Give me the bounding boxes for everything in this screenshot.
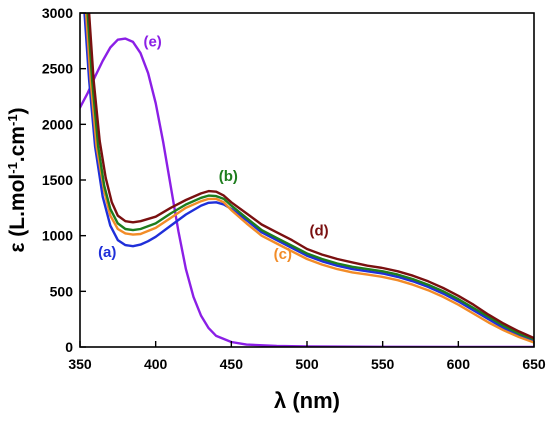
series-label-b: (b)	[219, 168, 238, 185]
y-axis-title-part-2: .cm	[6, 126, 29, 162]
series-line-b	[86, 13, 534, 341]
x-tick-label: 650	[522, 356, 546, 372]
y-tick-label: 1000	[42, 228, 73, 244]
series-line-a	[83, 13, 534, 342]
annotation-layer: (e) (b) (d) (c) (a)	[98, 33, 329, 263]
y-tick-label: 1500	[42, 172, 73, 188]
x-axis-title: λ (nm)	[274, 388, 340, 413]
series-label-a: (a)	[98, 244, 116, 261]
series-line-d	[87, 13, 534, 340]
series-label-e: (e)	[143, 33, 161, 50]
x-axis-symbol: λ	[274, 388, 286, 413]
series-line-e	[80, 37, 534, 347]
y-tick-label: 0	[65, 339, 73, 355]
series-label-d: (d)	[310, 223, 329, 240]
x-axis: 350 400 450 500 550 600 650	[68, 341, 546, 372]
series-line-c	[84, 13, 534, 344]
y-tick-label: 3000	[42, 5, 73, 21]
y-axis-title-part-1: ε (L.mol	[6, 174, 29, 253]
x-tick-label: 450	[220, 356, 244, 372]
x-tick-label: 600	[447, 356, 471, 372]
x-tick-label: 550	[371, 356, 395, 372]
x-axis-unit: (nm)	[292, 388, 340, 413]
x-tick-label: 350	[68, 356, 92, 372]
y-axis: 0 500 1000 1500 2000 2500 3000	[42, 5, 86, 355]
y-axis-title-sup-2: -1	[5, 114, 20, 126]
y-tick-label: 2500	[42, 61, 73, 77]
y-tick-label: 500	[50, 283, 74, 299]
y-axis-title-part-3: )	[6, 107, 29, 114]
x-tick-label: 500	[295, 356, 319, 372]
y-tick-label: 2000	[42, 116, 73, 132]
x-tick-label: 400	[144, 356, 168, 372]
y-axis-title-sup-1: -1	[5, 162, 20, 174]
plot-frame	[79, 12, 535, 348]
series-layer	[80, 13, 534, 347]
series-label-c: (c)	[274, 246, 292, 263]
y-axis-title: ε (L.mol-1.cm-1)	[5, 107, 30, 252]
